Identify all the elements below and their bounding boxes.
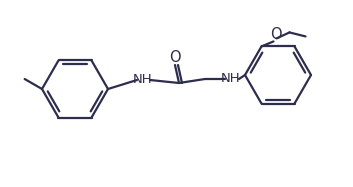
Text: O: O bbox=[169, 50, 181, 65]
Text: O: O bbox=[270, 27, 281, 42]
Text: NH: NH bbox=[133, 73, 153, 85]
Text: NH: NH bbox=[221, 71, 241, 85]
